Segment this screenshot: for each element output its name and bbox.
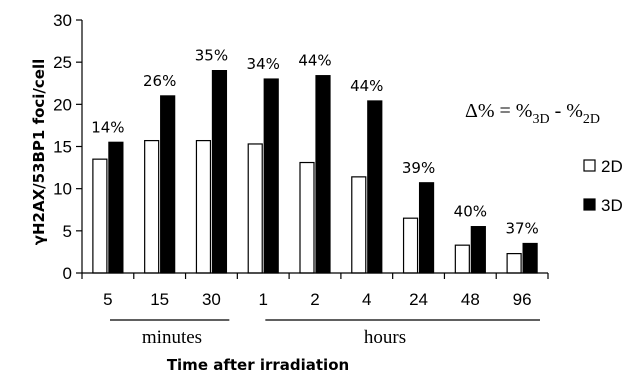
x-tick-label-4: 2: [310, 290, 319, 309]
data-label-4: 44%: [298, 52, 331, 70]
y-tick-label-3: 15: [53, 138, 72, 157]
bar-2d-1: [144, 139, 160, 274]
x-axis-title: Time after irradiation: [167, 356, 349, 374]
bar-2d-6: [402, 217, 419, 274]
y-tick-label-1: 5: [63, 222, 72, 241]
legend-label-3d: 3D: [601, 196, 623, 215]
bar-2d-7: [454, 244, 470, 274]
bar-3d-2: [211, 69, 228, 274]
y-tick-label-0: 0: [63, 264, 72, 283]
y-axis-title: γH2AX/53BP1 foci/cell: [30, 59, 48, 246]
bar-3d-1: [160, 95, 176, 274]
data-label-8: 37%: [505, 219, 538, 237]
x-tick-label-0: 5: [103, 290, 112, 309]
legend-swatch-2d: [583, 159, 596, 172]
data-label-7: 40%: [454, 203, 487, 221]
x-tick-label-5: 4: [362, 290, 371, 309]
legend-label-2d: 2D: [601, 157, 623, 176]
data-label-6: 39%: [402, 159, 435, 177]
y-tick-label-5: 25: [53, 53, 72, 72]
x-tick-label-3: 1: [258, 290, 267, 309]
legend: 2D 3D: [583, 157, 623, 215]
data-label-3: 34%: [247, 55, 280, 73]
bar-3d-3: [263, 78, 279, 274]
x-tick-label-8: 96: [513, 290, 532, 309]
bars-group: [92, 69, 538, 274]
x-tick-label-1: 15: [150, 290, 169, 309]
bar-2d-5: [351, 176, 367, 274]
data-label-5: 44%: [350, 77, 383, 95]
data-labels-group: 14% 26% 35% 34% 44% 44% 39% 40% 37%: [91, 47, 539, 238]
bar-2d-0: [92, 158, 108, 274]
data-label-0: 14%: [91, 118, 124, 136]
bar-3d-5: [367, 100, 383, 274]
y-tick-label-4: 20: [53, 95, 72, 114]
x-tick-label-7: 48: [461, 290, 480, 309]
bar-3d-8: [522, 242, 538, 274]
x-tick-label-2: 30: [202, 290, 221, 309]
bar-3d-4: [315, 75, 331, 274]
bar-2d-8: [506, 253, 522, 274]
data-label-2: 35%: [195, 47, 228, 65]
group-label-hours: hours: [364, 327, 406, 348]
data-label-1: 26%: [143, 72, 176, 90]
delta-formula: Δ% = %3D - %2D: [465, 100, 600, 127]
bar-3d-7: [470, 226, 486, 274]
y-tick-label-2: 10: [53, 180, 72, 199]
bar-3d-0: [108, 141, 124, 274]
bar-3d-6: [418, 182, 435, 274]
legend-swatch-3d: [583, 198, 596, 211]
bar-2d-4: [299, 161, 315, 274]
bar-2d-3: [247, 143, 263, 274]
x-tick-label-6: 24: [409, 290, 428, 309]
bar-2d-2: [195, 139, 212, 274]
group-label-minutes: minutes: [142, 327, 202, 348]
y-tick-label-6: 30: [53, 11, 72, 30]
